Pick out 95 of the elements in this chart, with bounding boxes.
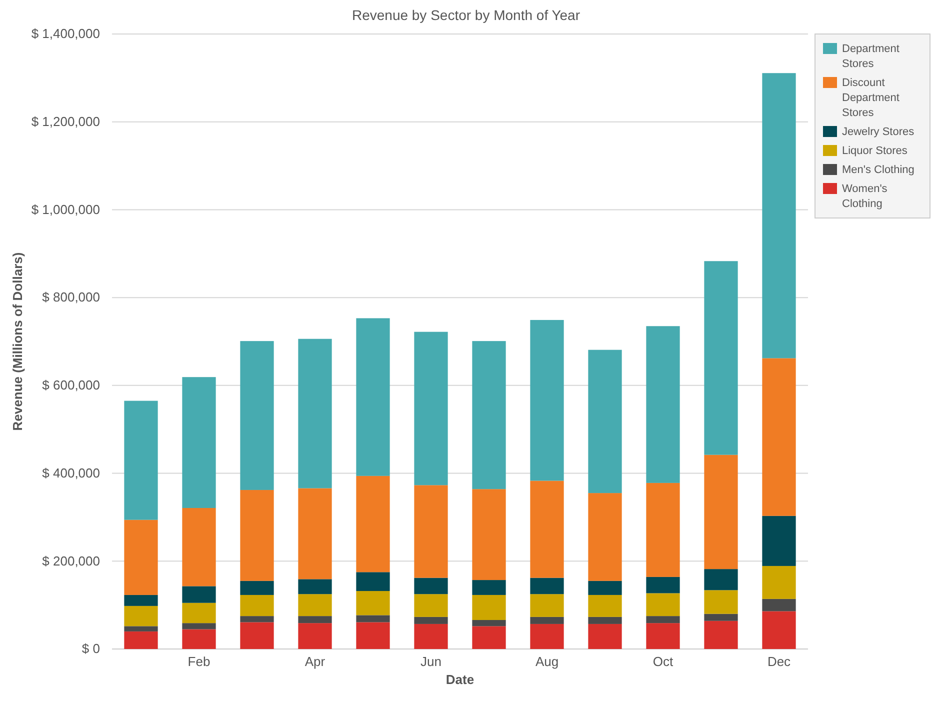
y-tick-label: $ 800,000: [42, 290, 100, 305]
bar: [124, 631, 158, 649]
bar: [124, 626, 158, 632]
bar: [182, 377, 216, 508]
bar: [356, 622, 390, 649]
bar: [472, 626, 506, 649]
bar: [704, 454, 738, 570]
bar: [472, 620, 506, 626]
bar: [588, 624, 622, 649]
bar: [588, 616, 622, 624]
bar: [588, 580, 622, 595]
bar: [124, 400, 158, 520]
bar: [646, 326, 680, 483]
bar: [298, 594, 332, 616]
x-tick-label: Jun: [420, 654, 442, 670]
bar: [124, 520, 158, 595]
bar: [298, 579, 332, 594]
bar: [240, 594, 274, 616]
legend-label: Men's Clothing: [842, 164, 914, 176]
legend-label: Liquor Stores: [842, 145, 908, 157]
bar: [588, 350, 622, 494]
x-tick-label: Feb: [188, 654, 210, 670]
bar: [646, 576, 680, 594]
bar: [472, 580, 506, 595]
x-tick-label: Dec: [767, 654, 792, 670]
bar: [646, 616, 680, 624]
bar: [414, 332, 448, 486]
bar: [530, 624, 564, 649]
chart-title: Revenue by Sector by Month of Year: [352, 7, 580, 23]
bar: [356, 476, 390, 572]
bar: [588, 594, 622, 617]
bar: [762, 516, 796, 566]
bar: [182, 586, 216, 603]
bar: [472, 489, 506, 580]
bar: [472, 594, 506, 620]
y-tick-label: $ 600,000: [42, 378, 100, 393]
x-tick-label: Oct: [652, 654, 674, 670]
legend-label: Discount Department Stores: [842, 77, 900, 119]
bar: [704, 590, 738, 614]
bar: [472, 341, 506, 490]
bar: [124, 606, 158, 626]
bar: [356, 318, 390, 476]
bar: [240, 580, 274, 595]
y-tick-label: $ 400,000: [42, 465, 100, 480]
bar: [414, 594, 448, 617]
bar: [414, 485, 448, 578]
bar: [704, 261, 738, 455]
bar: [530, 594, 564, 617]
y-tick-label: $ 1,400,000: [31, 26, 100, 42]
bar: [414, 578, 448, 594]
bar: [704, 569, 738, 590]
bar: [762, 598, 796, 612]
bar: [646, 482, 680, 577]
bar: [240, 622, 274, 649]
bar: [646, 623, 680, 649]
bar: [704, 614, 738, 621]
legend-label: Jewelry Stores: [842, 126, 915, 138]
bar: [530, 320, 564, 481]
x-tick-label: Apr: [304, 654, 326, 670]
bar: [182, 508, 216, 586]
bar: [124, 594, 158, 606]
x-axis-title: Date: [446, 672, 474, 687]
bar: [182, 602, 216, 624]
y-tick-label: $ 200,000: [42, 553, 100, 568]
bar: [356, 572, 390, 592]
bar: [414, 616, 448, 624]
bar: [356, 615, 390, 622]
bar: [298, 616, 332, 624]
legend-label: Department Stores: [842, 43, 900, 70]
bar: [530, 578, 564, 594]
y-tick-label: $ 1,200,000: [31, 114, 100, 130]
bar: [530, 616, 564, 624]
bar: [762, 73, 796, 358]
y-tick-label: $ 0: [82, 641, 100, 656]
bar: [240, 490, 274, 581]
bar: [704, 620, 738, 649]
y-axis-title: Revenue (Millions of Dollars): [10, 252, 25, 431]
bar: [182, 623, 216, 630]
bar: [530, 480, 564, 578]
bar: [762, 358, 796, 516]
bar: [298, 488, 332, 580]
bar: [762, 611, 796, 649]
bar: [762, 566, 796, 599]
bar: [356, 591, 390, 616]
bar: [414, 624, 448, 649]
y-tick-label: $ 1,000,000: [31, 202, 100, 217]
legend-label: Women's Clothing: [842, 183, 888, 210]
bar: [240, 616, 274, 622]
x-tick-label: Aug: [535, 654, 559, 670]
bar: [646, 593, 680, 616]
bar: [240, 341, 274, 490]
bar: [182, 629, 216, 649]
bar: [298, 623, 332, 649]
bar: [588, 493, 622, 581]
bar: [298, 338, 332, 488]
